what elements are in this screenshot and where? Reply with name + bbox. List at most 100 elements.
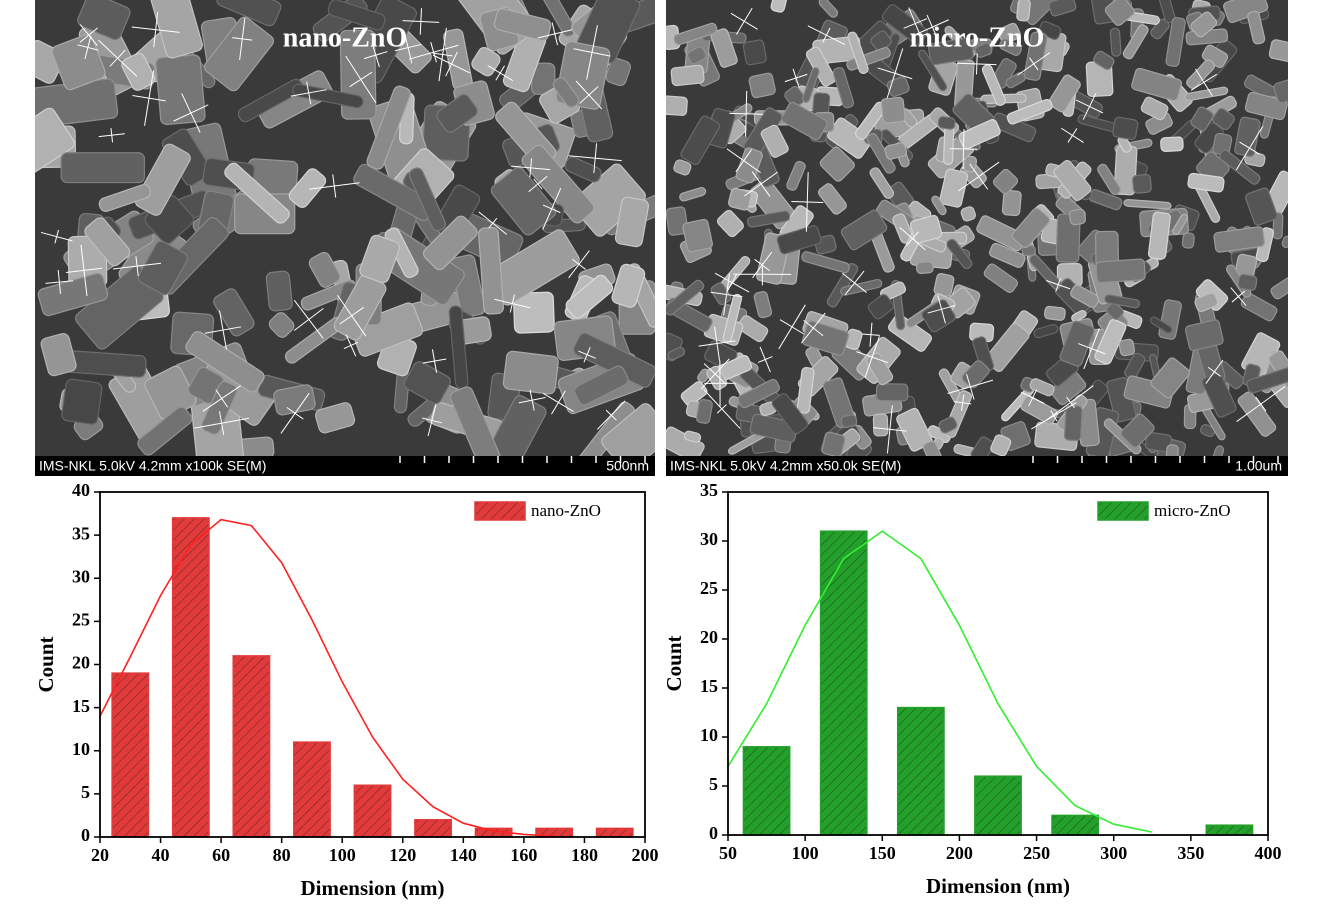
grain: [1147, 211, 1171, 260]
measure-line: [518, 397, 546, 404]
grain: [667, 346, 686, 361]
info-bar: [666, 456, 1288, 476]
y-tick-label: 20: [72, 653, 90, 673]
bar: [1051, 814, 1100, 836]
grain: [137, 406, 193, 456]
measure-line: [84, 35, 92, 60]
sem-image: [35, 0, 655, 456]
y-tick-label: 30: [72, 566, 90, 586]
grain: [564, 156, 602, 183]
measure-line: [779, 319, 805, 335]
grain: [359, 234, 401, 284]
grain: [1165, 444, 1179, 456]
measure-line: [204, 326, 242, 334]
measure-line: [290, 89, 327, 97]
x-axis-label: Dimension (nm): [300, 876, 444, 900]
bar: [1205, 824, 1254, 836]
grain: [737, 315, 769, 343]
sem-scale: 1.00um: [1235, 458, 1282, 474]
grain: [213, 288, 255, 337]
grain: [1172, 213, 1188, 235]
grain: [832, 66, 855, 109]
measure-line: [726, 273, 738, 292]
grain: [981, 64, 1007, 107]
measure-line: [363, 51, 388, 60]
grain: [611, 263, 646, 308]
measure-line: [908, 7, 923, 40]
measure-line: [906, 231, 919, 246]
measure-line: [551, 22, 559, 46]
measure-line: [215, 389, 229, 408]
grain: [990, 434, 1012, 456]
bar: [293, 741, 331, 838]
measure-line: [578, 350, 596, 359]
x-tick-label: 100: [792, 843, 819, 863]
grain: [910, 214, 943, 244]
measure-line: [1028, 389, 1038, 407]
measure-line: [966, 374, 975, 400]
grain: [493, 8, 552, 42]
grain: [753, 290, 773, 319]
grain: [185, 331, 265, 393]
grain: [915, 261, 934, 274]
x-tick-label: 150: [869, 843, 896, 863]
legend-label: micro-ZnO: [1154, 501, 1230, 520]
sem-scale: 500nm: [606, 458, 649, 474]
x-tick-label: 200: [946, 843, 973, 863]
measure-line: [710, 291, 743, 298]
grain: [1240, 292, 1278, 322]
grain: [716, 209, 744, 238]
measure-line: [542, 204, 561, 214]
grain: [614, 196, 650, 248]
grain: [1237, 273, 1258, 291]
x-tick-label: 60: [212, 845, 230, 865]
measure-line: [1190, 73, 1217, 91]
fit-curve: [727, 530, 1153, 833]
grain: [884, 142, 908, 160]
grain: [1059, 320, 1095, 367]
x-tick-label: 140: [450, 845, 477, 865]
measure-line: [487, 65, 513, 81]
measure-line: [877, 67, 913, 80]
x-tick-label: 250: [1023, 843, 1050, 863]
measure-line: [716, 404, 727, 414]
grain: [1029, 378, 1055, 397]
grain: [1184, 86, 1229, 102]
grain: [1048, 74, 1081, 113]
grain: [1150, 357, 1191, 399]
measure-line: [703, 363, 727, 385]
grain: [1055, 213, 1081, 264]
sem-label: nano-ZnO: [283, 22, 408, 53]
measure-line: [791, 201, 824, 203]
grain: [203, 16, 275, 92]
measure-line: [533, 178, 543, 190]
measure-line: [1066, 396, 1075, 409]
grain: [847, 31, 869, 74]
grain: [673, 159, 692, 176]
grain: [1016, 0, 1031, 22]
grain: [137, 240, 188, 296]
grain: [937, 116, 956, 130]
grain: [1165, 17, 1186, 67]
x-tick-label: 40: [152, 845, 170, 865]
grain: [521, 144, 595, 224]
measure-line: [343, 341, 359, 350]
y-tick-label: 40: [72, 480, 90, 500]
grain: [1273, 78, 1288, 104]
bar: [111, 672, 150, 838]
grain: [308, 251, 341, 288]
measure-line: [957, 62, 997, 66]
grain: [1070, 284, 1100, 308]
grain: [682, 218, 713, 253]
grain: [436, 93, 478, 133]
measure-line: [65, 267, 103, 274]
grain: [1029, 254, 1062, 290]
grain: [1144, 431, 1173, 453]
grain: [408, 167, 446, 232]
grain: [840, 414, 858, 428]
x-axis-label: Dimension (nm): [926, 874, 1070, 898]
grain: [1281, 235, 1288, 249]
grain: [710, 28, 738, 68]
measure-line: [784, 73, 808, 83]
grain: [988, 242, 1026, 269]
